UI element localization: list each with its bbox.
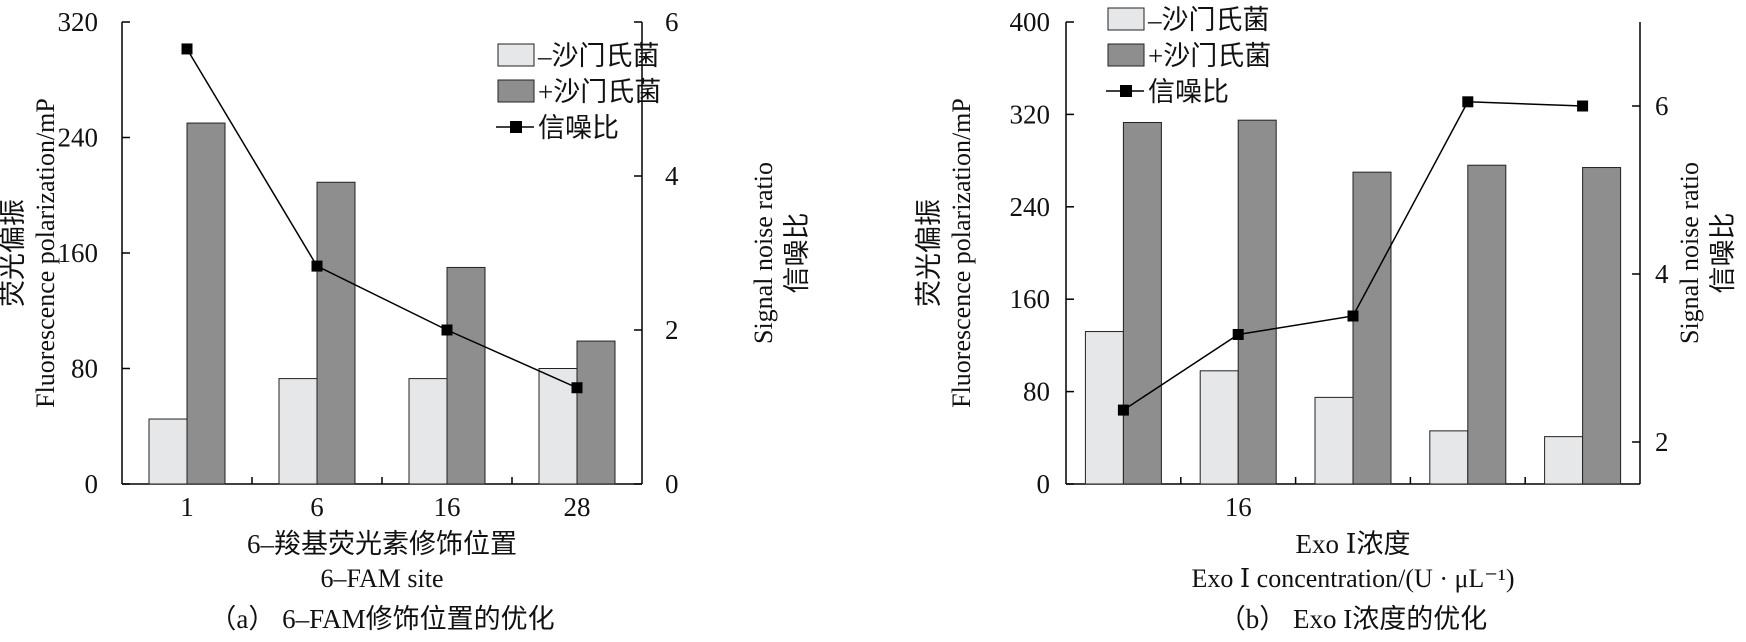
panel-a-bar-plus bbox=[316, 181, 356, 485]
panel-b-legend-swatch bbox=[1107, 43, 1145, 67]
panel-a-snr-point bbox=[571, 382, 583, 394]
panel-b-legend-label: 信噪比 bbox=[1148, 77, 1229, 107]
panel-b-bar-minus bbox=[1429, 430, 1469, 485]
panel-b-bar-minus bbox=[1544, 436, 1584, 485]
panel-a-y2label-cn: 信噪比 bbox=[782, 213, 812, 294]
panel-a-y-tick-label: 320 bbox=[58, 7, 99, 37]
panel-b-ylabel-en: Fluorescence polarization/mP bbox=[947, 98, 976, 408]
panel-b-xlabel-en: Exo Ⅰ concentration/(U · μL⁻¹) bbox=[1192, 564, 1515, 593]
panel-a-bar-minus bbox=[278, 378, 318, 485]
panel-b-caption: （b） Exo I浓度的优化 bbox=[1219, 604, 1487, 634]
panel-b-bar-plus bbox=[1237, 119, 1277, 485]
panel-b-y-tick-label: 320 bbox=[1010, 99, 1051, 129]
panel-b-bar-minus bbox=[1199, 370, 1239, 485]
panel-a-xlabel-cn: 6–羧基荧光素修饰位置 bbox=[247, 529, 517, 559]
panel-a-bar-plus bbox=[446, 266, 486, 485]
panel-b-legend-label: –沙门氏菌 bbox=[1147, 5, 1270, 35]
panel-a-snr-point bbox=[311, 260, 323, 272]
panel-b-y2-tick-label: 2 bbox=[1655, 427, 1669, 457]
panel-a-snr-point bbox=[441, 324, 453, 336]
panel-b-y2-tick-label: 4 bbox=[1655, 259, 1669, 289]
panel-a-legend-swatch bbox=[497, 43, 535, 67]
panel-b-xlabel-cn: Exo Ⅰ浓度 bbox=[1296, 529, 1411, 559]
panel-a-y2label-en: Signal noise ratio bbox=[749, 162, 778, 344]
panel-a-bar-minus bbox=[408, 378, 448, 485]
panel-b-legend-swatch bbox=[1107, 7, 1145, 31]
panel-b-legend-marker bbox=[1120, 85, 1132, 97]
panel-a-y-tick-label: 0 bbox=[85, 469, 99, 499]
panel-a-legend-label: +沙门氏菌 bbox=[538, 77, 661, 107]
panel-a-legend-marker bbox=[510, 121, 522, 133]
panel-b-y2label-cn: 信噪比 bbox=[1708, 213, 1738, 294]
panel-b-bar-minus bbox=[1084, 331, 1124, 485]
panel-a-legend-label: 信噪比 bbox=[538, 113, 619, 143]
panel-a-x-tick-label: 28 bbox=[564, 492, 591, 522]
panel-a-x-tick-label: 16 bbox=[434, 492, 461, 522]
panel-b-snr-point bbox=[1117, 404, 1129, 416]
panel-a-x-tick-label: 6 bbox=[310, 492, 324, 522]
panel-b-y-tick-label: 80 bbox=[1023, 377, 1050, 407]
panel-a-x-tick-label: 1 bbox=[180, 492, 194, 522]
panel-b-y2-tick-label: 6 bbox=[1655, 91, 1669, 121]
panel-b-y-tick-label: 160 bbox=[1010, 284, 1051, 314]
panel-a-y2-tick-label: 2 bbox=[665, 315, 679, 345]
panel-b-snr-point bbox=[1347, 310, 1359, 322]
panel-a-y-tick-label: 80 bbox=[71, 354, 98, 384]
panel-a-y-tick-label: 160 bbox=[58, 238, 99, 268]
panel-a-caption: （a） 6–FAM修饰位置的优化 bbox=[209, 604, 554, 634]
panel-a-y2-tick-label: 6 bbox=[665, 7, 679, 37]
panel-b-y-tick-label: 0 bbox=[1037, 469, 1051, 499]
panel-b-legend-label: +沙门氏菌 bbox=[1148, 41, 1271, 71]
panel-a-snr-line bbox=[186, 48, 578, 389]
panel-a-snr-point bbox=[181, 43, 193, 55]
panel-a-bar-plus bbox=[576, 340, 616, 485]
panel-b-bar-plus bbox=[1122, 121, 1162, 485]
panel-a-ylabel-cn: 荧光偏振 bbox=[0, 199, 28, 307]
panel-b-y-tick-label: 240 bbox=[1010, 192, 1051, 222]
panel-a-legend-swatch bbox=[497, 79, 535, 103]
panel-a-bar-minus bbox=[148, 418, 188, 485]
panel-b-y2label-en: Signal noise ratio bbox=[1675, 162, 1704, 344]
panel-a-ylabel-en: Fluorescence polarization/mP bbox=[31, 98, 60, 408]
panel-a-bar-minus bbox=[538, 368, 578, 485]
panel-b-x-tick-label: 16 bbox=[1225, 492, 1252, 522]
panel-b-y-tick-label: 400 bbox=[1010, 7, 1051, 37]
panel-a-y2-tick-label: 4 bbox=[665, 161, 679, 191]
panel-b-bar-minus bbox=[1314, 396, 1354, 485]
panel-a-xlabel-en: 6–FAM site bbox=[320, 564, 443, 593]
panel-a-legend-label: –沙门氏菌 bbox=[537, 41, 660, 71]
panel-a-bar-plus bbox=[186, 122, 226, 485]
panel-a-y2-tick-label: 0 bbox=[665, 469, 679, 499]
panel-b-bar-plus bbox=[1582, 167, 1622, 485]
panel-b-bar-plus bbox=[1467, 164, 1507, 485]
panel-b-bar-plus bbox=[1352, 171, 1392, 485]
panel-b-snr-point bbox=[1232, 328, 1244, 340]
panel-a-y-tick-label: 240 bbox=[58, 123, 99, 153]
panel-b-snr-point bbox=[1462, 96, 1474, 108]
panel-b-ylabel-cn: 荧光偏振 bbox=[914, 199, 944, 307]
panel-b-snr-point bbox=[1577, 100, 1589, 112]
